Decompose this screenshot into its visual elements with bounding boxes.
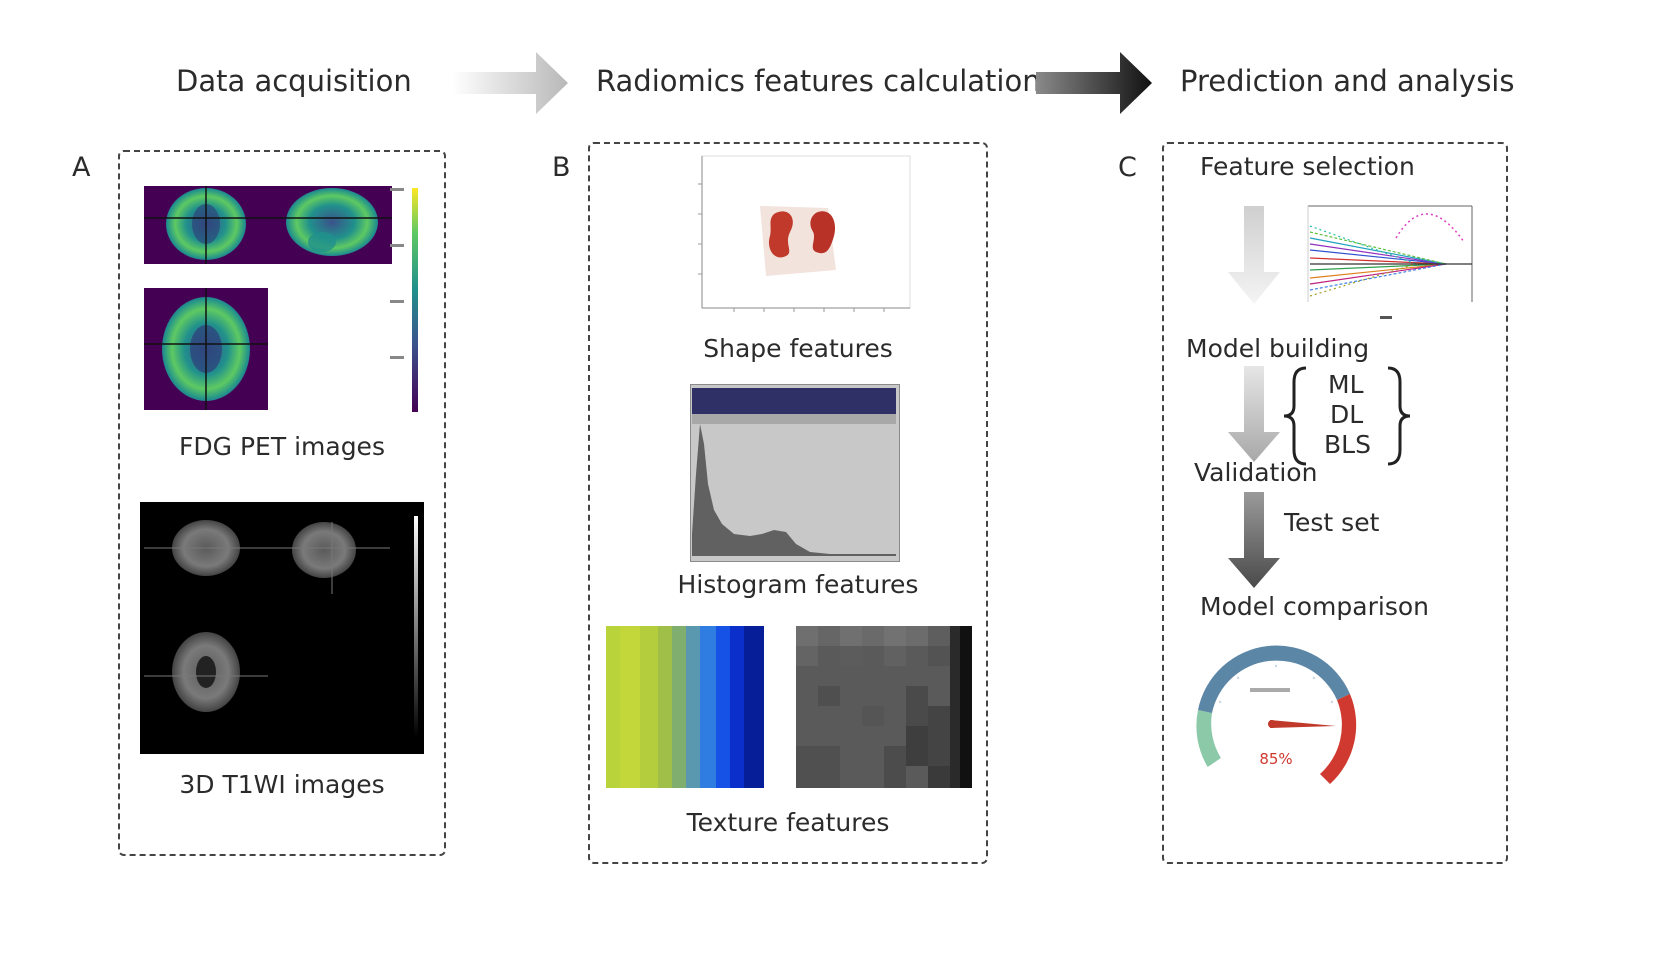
- down-arrow-dark-icon: [1228, 492, 1280, 588]
- down-arrow-light-icon: [1228, 206, 1280, 304]
- model-ml-label: ML: [1328, 370, 1364, 399]
- down-arrow-mid-icon: [1228, 366, 1280, 462]
- gauge-chart: 85%: [1196, 645, 1357, 784]
- shape-plot: [698, 155, 911, 312]
- test-set-label: Test set: [1284, 508, 1380, 537]
- model-building-label: Model building: [1186, 334, 1370, 363]
- feature-selection-label: Feature selection: [1200, 152, 1415, 181]
- shape-caption: Shape features: [703, 334, 893, 363]
- dark-arrow-icon: [1036, 52, 1152, 114]
- feature-selection-plot: [1307, 205, 1473, 319]
- texture-gray-map: [796, 626, 972, 788]
- model-comparison-label: Model comparison: [1200, 592, 1429, 621]
- texture-color-map: [606, 626, 764, 788]
- pet-image: [144, 186, 418, 412]
- stage-title-data-acquisition: Data acquisition: [176, 64, 412, 98]
- t1-image: [140, 502, 424, 754]
- model-dl-label: DL: [1330, 400, 1364, 429]
- panel-b: [588, 142, 988, 864]
- texture-caption: Texture features: [686, 808, 890, 837]
- stage-title-prediction: Prediction and analysis: [1180, 64, 1515, 98]
- histogram-plot: [690, 384, 900, 562]
- stage-title-radiomics: Radiomics features calculation: [596, 64, 1041, 98]
- panel-letter-a: A: [72, 152, 91, 183]
- left-brace-icon: [1283, 366, 1307, 466]
- panel-c: [1162, 142, 1508, 864]
- histogram-caption: Histogram features: [677, 570, 919, 599]
- pet-caption: FDG PET images: [179, 432, 385, 461]
- panel-letter-b: B: [552, 152, 571, 183]
- validation-label: Validation: [1194, 458, 1318, 487]
- right-brace-icon: [1387, 366, 1411, 466]
- t1-caption: 3D T1WI images: [179, 770, 385, 799]
- model-bls-label: BLS: [1324, 430, 1371, 459]
- gauge-value: 85%: [1259, 750, 1292, 768]
- light-arrow-icon: [452, 52, 568, 114]
- panel-a: [118, 150, 446, 856]
- panel-letter-c: C: [1118, 152, 1137, 183]
